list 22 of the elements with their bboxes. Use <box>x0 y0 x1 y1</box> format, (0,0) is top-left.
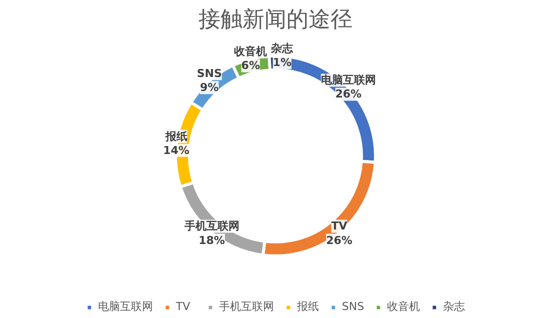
slice-label: 收音机 <box>234 45 268 58</box>
data-label: 9% <box>200 81 219 94</box>
legend-label: TV <box>176 300 192 313</box>
legend-label: 手机互联网 <box>218 299 274 314</box>
slice-label: 手机互联网 <box>183 220 240 233</box>
legend-label: 收音机 <box>387 299 420 314</box>
legend-label: 报纸 <box>296 299 319 314</box>
slice-label: 报纸 <box>164 130 188 143</box>
data-label: 14% <box>163 144 190 157</box>
legend-label: 电脑互联网 <box>98 299 153 314</box>
chart-title: 接触新闻的途径 <box>198 8 352 32</box>
data-label: 6% <box>241 59 260 72</box>
slice-label: SNS <box>196 67 222 80</box>
data-label: 18% <box>198 234 225 247</box>
legend-label: 杂志 <box>443 299 466 314</box>
legend-label: SNS <box>342 300 364 313</box>
slice-label: 杂志 <box>270 42 294 56</box>
slice-label: TV <box>331 220 348 233</box>
data-label: 1% <box>272 56 292 70</box>
slice-label: 电脑互联网 <box>320 74 376 87</box>
data-label: 26% <box>335 88 362 101</box>
data-label: 26% <box>326 234 352 247</box>
